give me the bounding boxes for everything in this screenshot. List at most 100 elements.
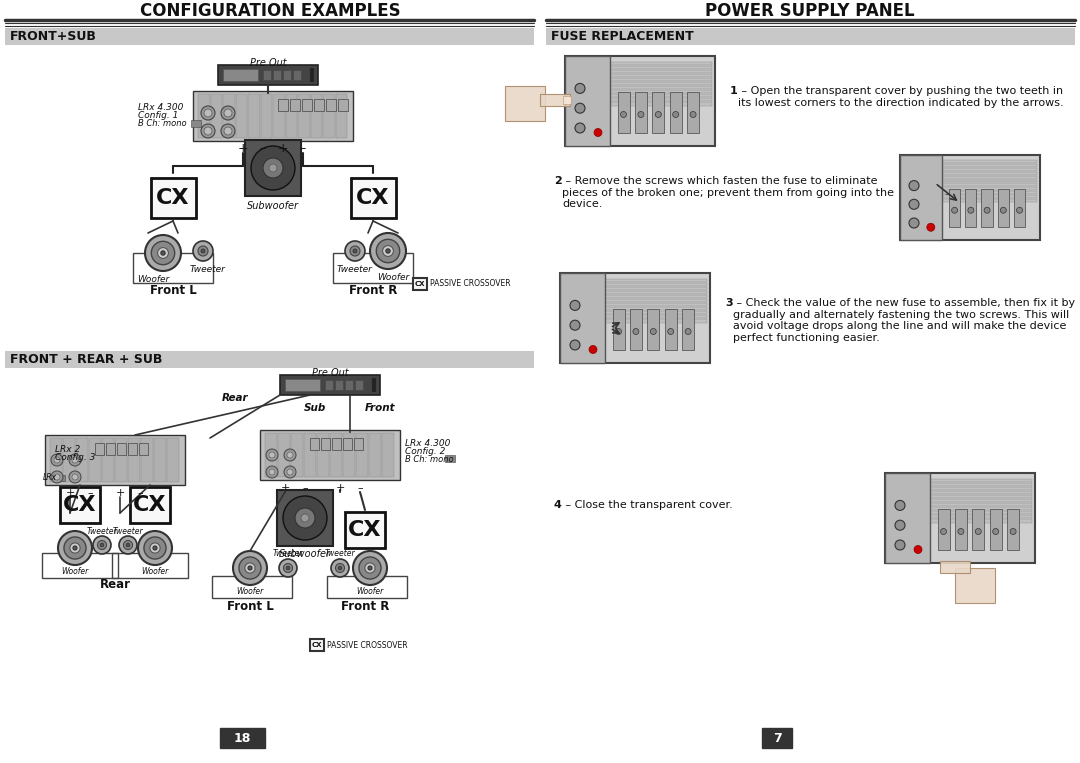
Bar (151, 178, 195, 218)
Circle shape (575, 123, 585, 133)
Circle shape (386, 249, 390, 253)
Circle shape (201, 249, 205, 253)
Bar (283, 70, 291, 80)
Bar (903, 183, 1037, 186)
Bar (280, 375, 380, 395)
Bar (888, 503, 1032, 506)
Bar (568, 78, 712, 81)
Circle shape (338, 566, 341, 570)
Bar (955, 509, 967, 549)
Circle shape (909, 181, 919, 191)
Bar (323, 94, 335, 138)
Circle shape (968, 208, 974, 213)
Text: Woofer: Woofer (62, 568, 89, 577)
Bar (336, 94, 347, 138)
Circle shape (927, 224, 935, 231)
Circle shape (909, 218, 919, 228)
Circle shape (650, 329, 657, 334)
Bar (95, 443, 104, 455)
Bar (141, 438, 153, 482)
Bar (310, 639, 324, 651)
Circle shape (895, 501, 905, 510)
Circle shape (368, 566, 372, 570)
Circle shape (685, 329, 691, 334)
Bar (222, 94, 234, 138)
Bar (949, 189, 960, 227)
Text: Front: Front (365, 403, 395, 413)
Bar (235, 94, 247, 138)
Bar (5, 28, 534, 45)
Text: –: – (302, 483, 308, 493)
Bar (355, 380, 363, 390)
Bar (966, 189, 976, 227)
Circle shape (93, 536, 111, 554)
Bar (117, 443, 126, 455)
Circle shape (1000, 208, 1007, 213)
Bar (888, 478, 1032, 481)
Circle shape (150, 543, 160, 553)
Text: 7: 7 (772, 732, 781, 745)
Bar (285, 94, 297, 138)
Bar (568, 86, 712, 89)
Bar (568, 102, 712, 105)
Text: – Check the value of the new fuse to assemble, then fix it by
gradually and alte: – Check the value of the new fuse to ass… (733, 298, 1075, 343)
Bar (998, 189, 1009, 227)
Circle shape (975, 529, 982, 535)
Bar (42, 553, 118, 578)
Bar (612, 309, 624, 349)
Text: Sub: Sub (303, 403, 326, 413)
Text: CX: CX (157, 188, 190, 208)
Bar (900, 155, 1040, 240)
Bar (568, 82, 712, 85)
Text: Tweeter: Tweeter (86, 526, 118, 536)
Text: – Remove the screws which fasten the fuse to eliminate
pieces of the broken one;: – Remove the screws which fasten the fus… (562, 176, 894, 209)
Bar (222, 69, 258, 81)
Bar (563, 307, 707, 311)
Bar (1008, 509, 1020, 549)
Circle shape (158, 248, 168, 259)
Circle shape (221, 106, 235, 120)
Circle shape (621, 111, 626, 118)
Bar (568, 94, 712, 98)
Bar (245, 140, 301, 196)
Bar (293, 70, 301, 80)
Circle shape (1016, 208, 1023, 213)
Text: Subwoofer: Subwoofer (247, 201, 299, 211)
Bar (314, 99, 324, 111)
Bar (335, 380, 343, 390)
Circle shape (616, 329, 621, 334)
Bar (212, 576, 292, 598)
Bar (89, 438, 102, 482)
Bar (888, 499, 1032, 502)
Bar (333, 253, 413, 283)
Bar (343, 433, 355, 477)
Bar (356, 433, 368, 477)
Bar (565, 56, 610, 146)
Bar (940, 561, 970, 573)
Bar (989, 509, 1002, 549)
Text: Rear: Rear (221, 393, 248, 403)
Bar (888, 482, 1032, 486)
Circle shape (58, 531, 92, 565)
Bar (903, 187, 1037, 190)
Text: Woofer: Woofer (356, 588, 383, 597)
Circle shape (575, 103, 585, 113)
Bar (338, 99, 348, 111)
Circle shape (895, 540, 905, 550)
Bar (903, 195, 1037, 198)
Circle shape (64, 537, 86, 559)
Text: Woofer: Woofer (141, 568, 168, 577)
Bar (888, 511, 1032, 514)
Bar (193, 91, 353, 141)
Circle shape (667, 329, 674, 334)
Text: – Close the transparent cover.: – Close the transparent cover. (562, 500, 732, 510)
Bar (354, 438, 363, 450)
Circle shape (54, 474, 60, 480)
Bar (326, 99, 336, 111)
Circle shape (224, 127, 232, 135)
Circle shape (1010, 529, 1016, 535)
Bar (563, 311, 707, 314)
Text: CX: CX (64, 495, 97, 515)
Circle shape (204, 109, 212, 117)
Bar (45, 435, 185, 485)
